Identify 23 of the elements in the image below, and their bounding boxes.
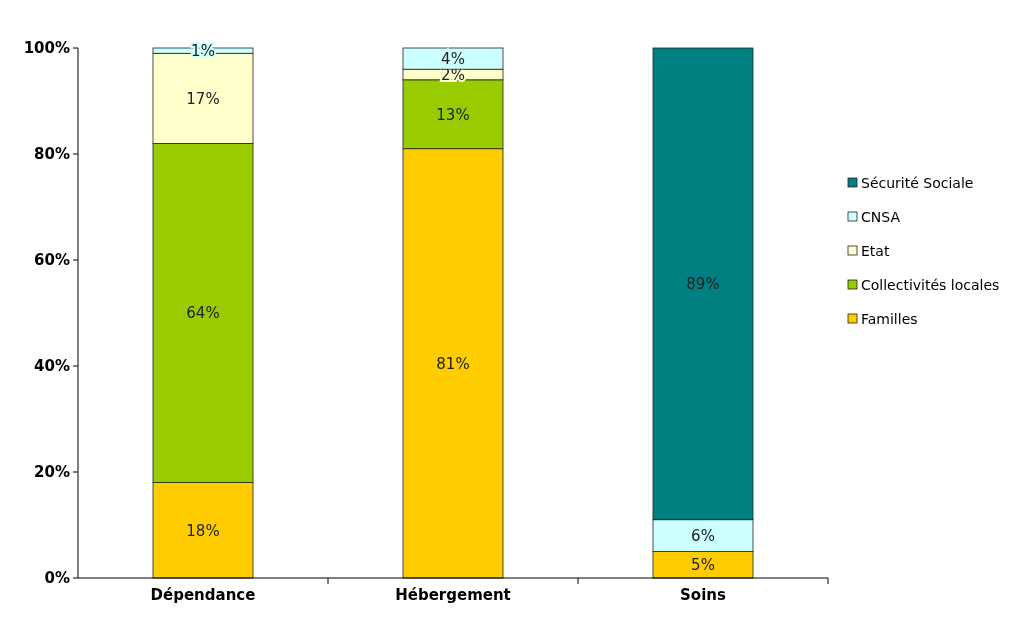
y-tick-label: 0% <box>44 569 70 588</box>
y-tick-label: 40% <box>34 357 70 376</box>
y-tick-label: 20% <box>34 463 70 482</box>
data-label: 64% <box>186 304 220 323</box>
legend-label: Etat <box>861 242 890 259</box>
legend-label: CNSA <box>861 208 901 225</box>
legend-label: Collectivités locales <box>861 276 1000 293</box>
y-tick-label: 100% <box>23 39 70 58</box>
data-label: 18% <box>186 521 220 540</box>
x-tick-label: Hébergement <box>395 586 511 604</box>
data-label: 81% <box>436 354 470 373</box>
data-label: 5% <box>691 556 715 574</box>
data-label: 13% <box>436 105 470 124</box>
y-tick-label: 80% <box>34 145 70 164</box>
data-label: 17% <box>186 89 220 108</box>
x-tick-label: Soins <box>680 586 726 604</box>
y-tick-label: 60% <box>34 251 70 270</box>
x-tick-label: Dépendance <box>150 586 256 604</box>
legend-label: Familles <box>861 310 918 327</box>
data-label: 4% <box>441 49 465 68</box>
data-label: 89% <box>686 275 720 294</box>
data-label: 6% <box>691 526 715 545</box>
legend-label: Sécurité Sociale <box>861 174 974 191</box>
